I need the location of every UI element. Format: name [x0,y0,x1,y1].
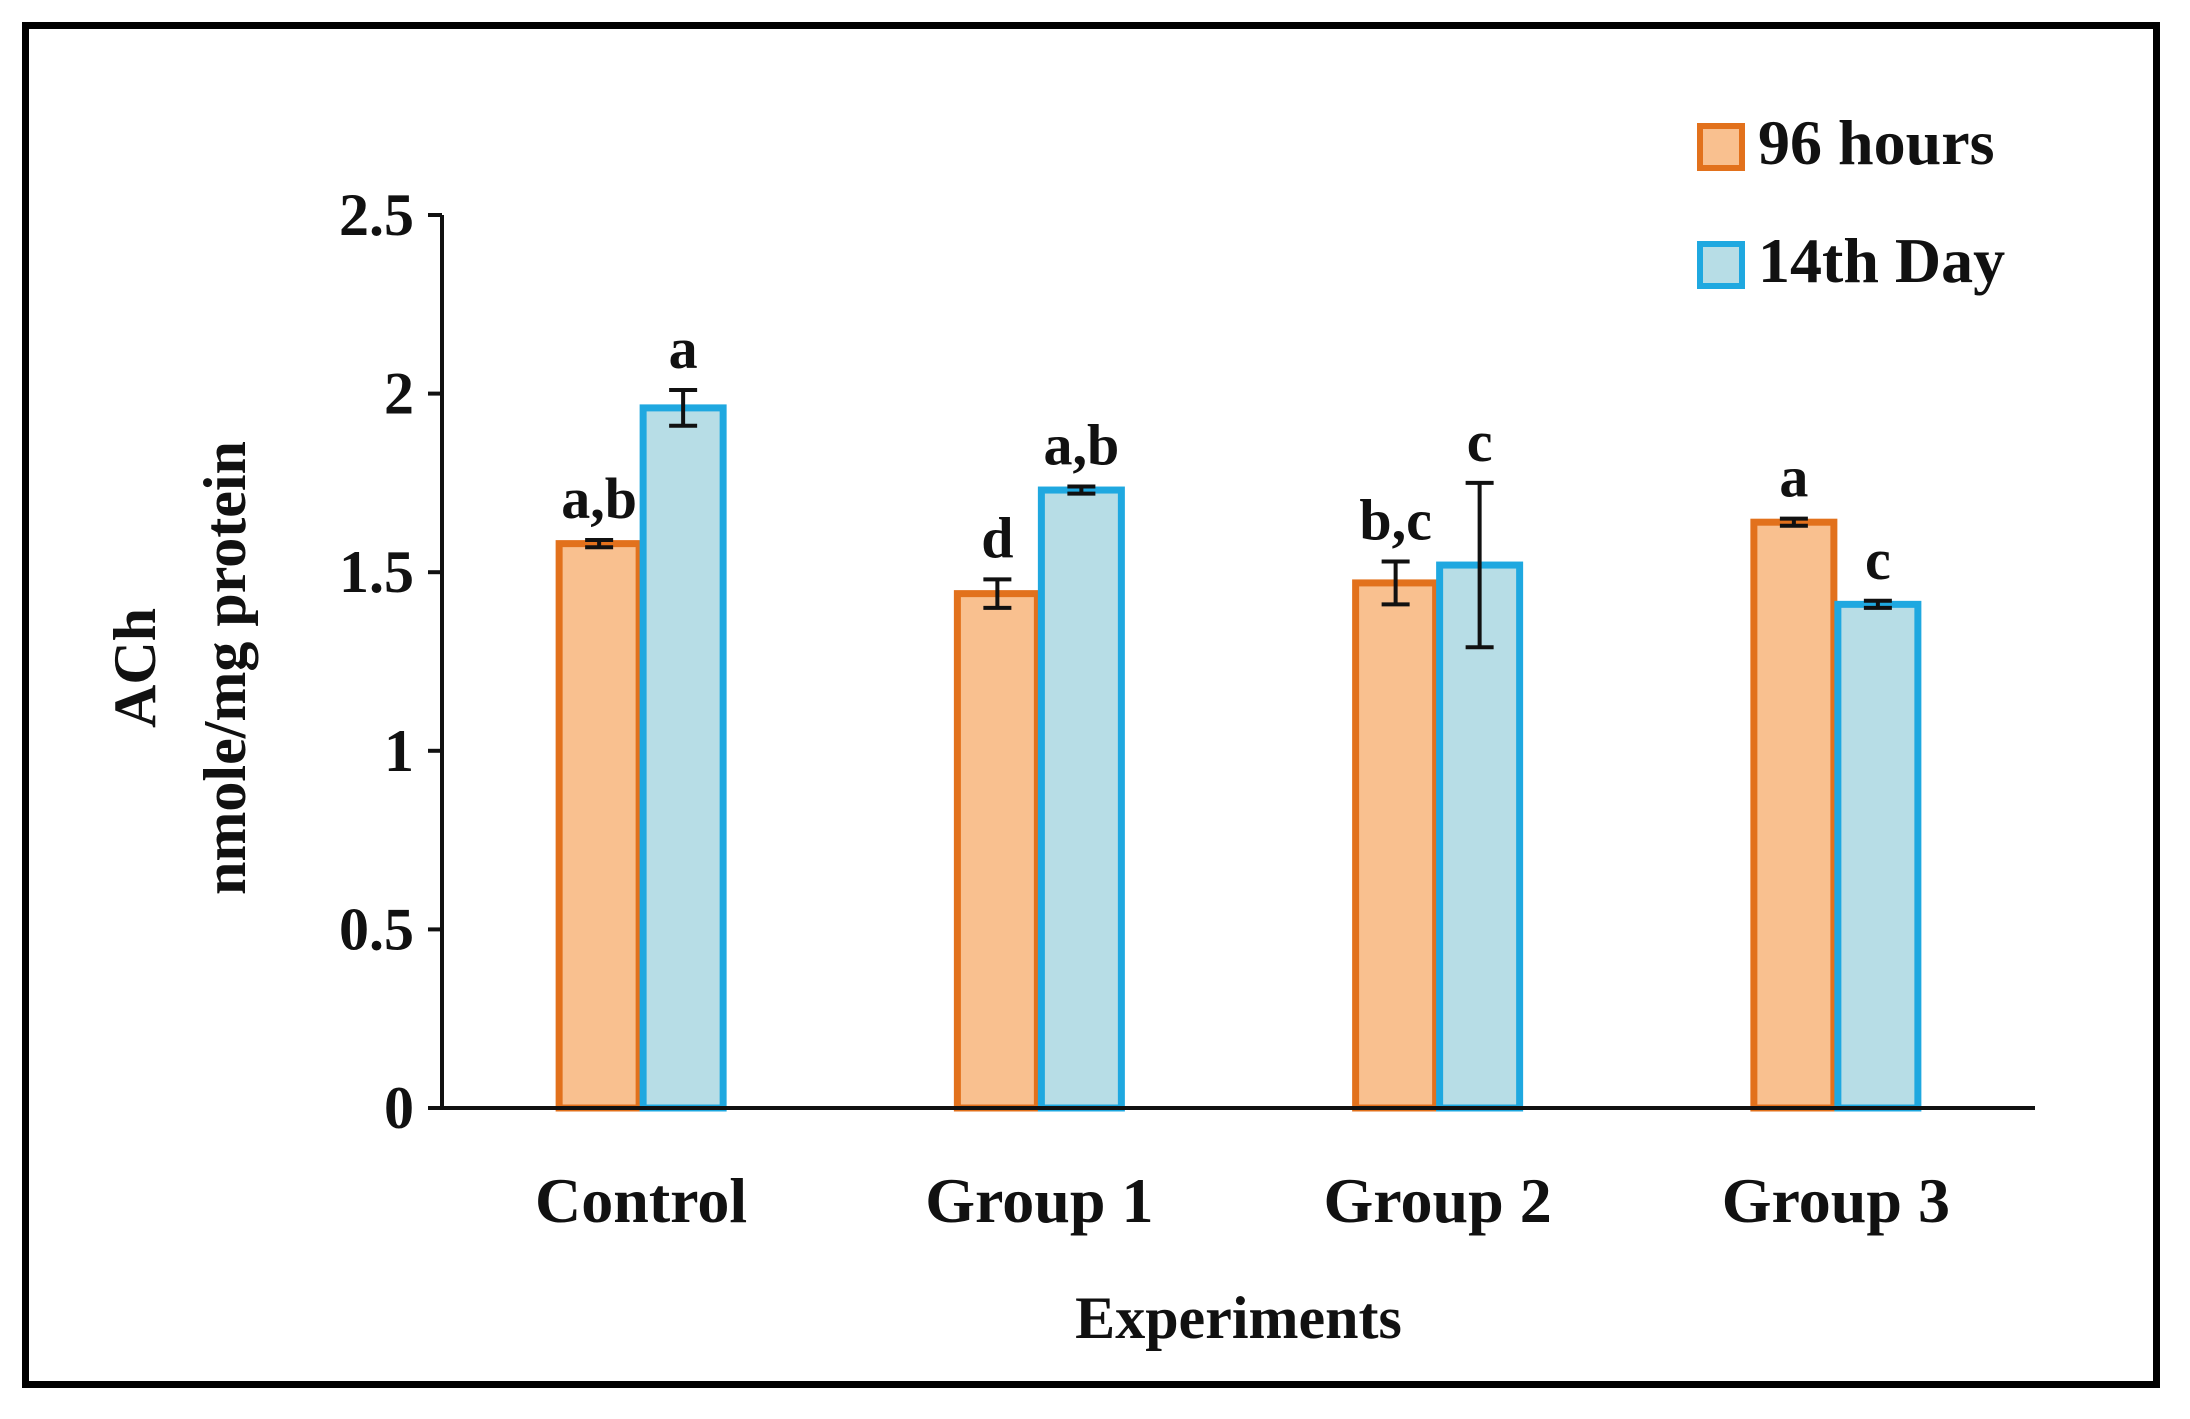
legend-swatch-14d [1697,241,1745,289]
significance-label: c [1865,527,1891,592]
y-axis-title-line1: ACh [102,608,168,728]
y-tick-label: 2.5 [339,182,414,248]
x-category-label: Group 1 [925,1165,1153,1236]
bar-96h-2 [953,590,1041,1112]
x-category-label: Group 3 [1722,1165,1950,1236]
x-category-label: Group 2 [1324,1165,1552,1236]
y-tick-label: 0 [384,1075,414,1141]
y-tick-label: 2 [384,361,414,427]
significance-label: b,c [1359,487,1432,552]
bar-96h-3 [1352,579,1440,1112]
x-category-label: Control [535,1165,747,1236]
bar-14d-4 [1834,600,1922,1112]
legend: 96 hours 14th Day [1697,107,2005,296]
y-tick-label: 1.5 [339,539,414,605]
y-axis-title: ACh nmole/mg protein [102,441,258,895]
significance-label: a [1779,445,1808,510]
legend-swatch-96h [1697,123,1745,171]
y-axis-title-line2: nmole/mg protein [192,441,258,895]
bar-14d-2 [1037,486,1125,1112]
bar-14d-1 [639,404,727,1112]
significance-label: c [1467,409,1493,474]
significance-label: a,b [561,466,637,531]
legend-label: 14th Day [1758,225,2005,296]
significance-label: d [981,505,1013,570]
bar-96h-1 [555,540,643,1112]
y-tick-label: 0.5 [339,896,414,962]
legend-label: 96 hours [1758,107,1995,178]
y-tick-label: 1 [384,718,414,784]
bar-96h-4 [1750,518,1838,1112]
x-axis-title: Experiments [1075,1285,1402,1351]
significance-label: a,b [1043,412,1119,477]
significance-label: a [669,316,698,381]
